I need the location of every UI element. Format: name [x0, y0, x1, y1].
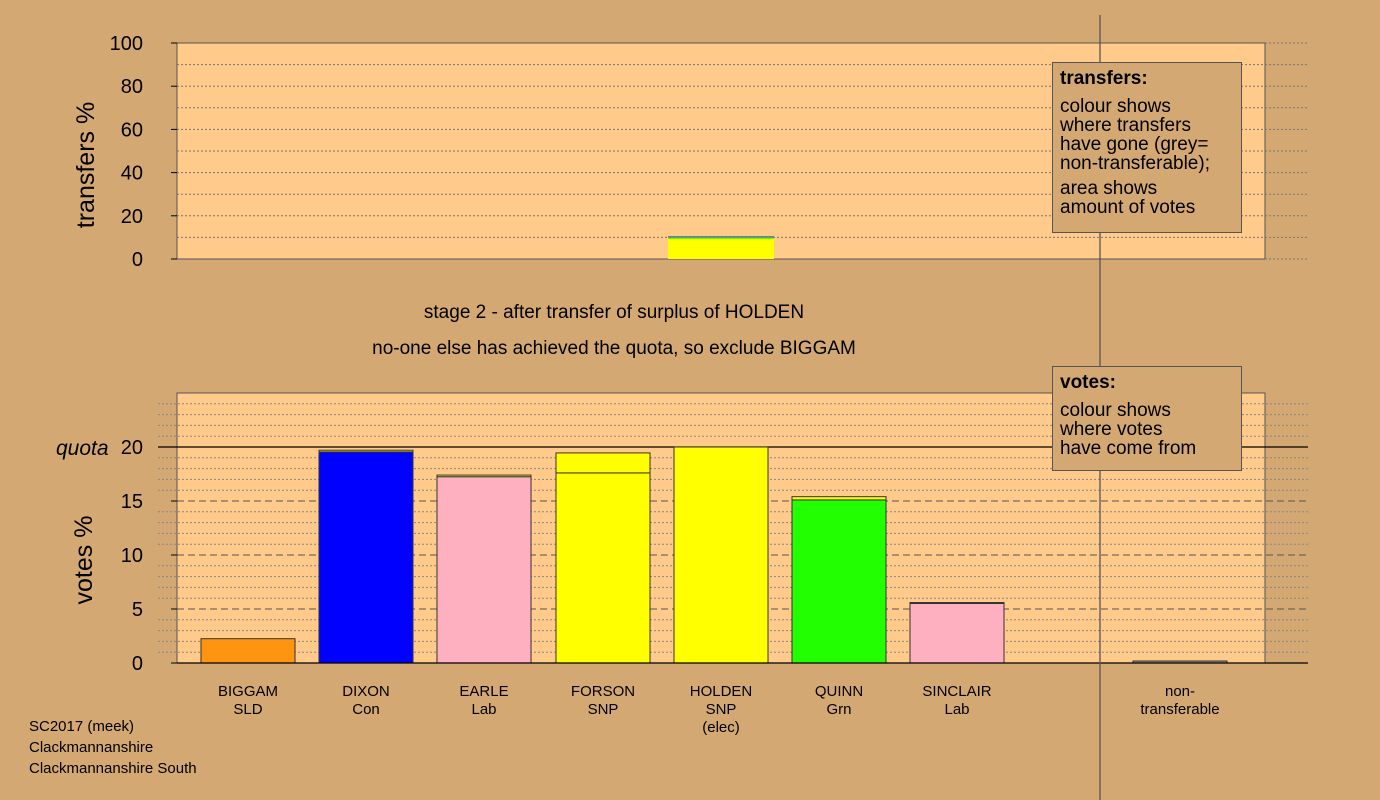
legend-line: non-transferable);: [1060, 153, 1210, 174]
transfer-segment: [668, 237, 774, 239]
transfer-received-segment: [436, 474, 532, 478]
vote-bar: [555, 472, 651, 664]
legend-transfers-text: colour shows where transfers have gone (…: [1060, 97, 1234, 173]
vote-bar: [909, 602, 1005, 664]
transfers-axis-label: transfers %: [72, 102, 100, 228]
candidate-label: SNP: [588, 701, 619, 718]
legend-line: where transfers: [1060, 115, 1191, 136]
candidate-label: non-: [1165, 683, 1195, 700]
legend-transfers-title: transfers:: [1060, 68, 1148, 89]
footer-council: Clackmannanshire: [29, 739, 154, 756]
votes-tick-label: 20: [121, 437, 143, 459]
transfer-segment: [668, 238, 774, 259]
votes-tick-label: 0: [132, 653, 143, 675]
legend-line: amount of votes: [1060, 197, 1196, 218]
candidate-label: SNP: [706, 701, 737, 718]
footer-election: SC2017 (meek): [29, 718, 135, 735]
vote-bar: [200, 638, 296, 664]
footer-ward: Clackmannanshire South: [29, 760, 197, 777]
transfers-tick-label: 40: [121, 163, 143, 185]
vote-bar: [791, 499, 887, 664]
candidate-label: SLD: [233, 701, 262, 718]
transfer-segment: [668, 236, 774, 238]
candidate-label: QUINN: [815, 683, 863, 700]
candidate-label: SINCLAIR: [922, 683, 991, 700]
candidate-label: (elec): [702, 719, 740, 736]
vote-bar: [673, 446, 769, 664]
candidate-label: BIGGAM: [218, 683, 278, 700]
legend-votes-title: votes:: [1060, 372, 1116, 393]
votes-tick-label: 15: [121, 491, 143, 513]
candidate-label: HOLDEN: [690, 683, 753, 700]
legend-line: have gone (grey=: [1060, 134, 1209, 155]
candidate-label: Grn: [826, 701, 851, 718]
legend-votes: votes: colour shows where votes have com…: [1052, 366, 1242, 471]
transfers-tick-label: 0: [132, 249, 143, 271]
vote-bar: [318, 451, 414, 664]
transfers-tick-label: 60: [121, 119, 143, 141]
legend-line: area shows: [1060, 178, 1158, 199]
transfers-tick-label: 80: [121, 76, 143, 98]
legend-transfers: transfers: colour shows where transfers …: [1052, 62, 1242, 233]
transfer-received-segment: [318, 449, 414, 453]
footer: SC2017 (meek) Clackmannanshire Clackmann…: [29, 716, 197, 779]
legend-line: colour shows: [1060, 400, 1171, 421]
legend-line: have come from: [1060, 438, 1197, 459]
candidate-label: EARLE: [459, 683, 508, 700]
legend-transfers-area-text: area shows amount of votes: [1060, 179, 1234, 217]
transfers-tick-label: 100: [110, 33, 143, 55]
candidate-label: FORSON: [571, 683, 635, 700]
votes-tick-label: 5: [132, 599, 143, 621]
legend-votes-text: colour shows where votes have come from: [1060, 401, 1234, 458]
candidate-label: transferable: [1140, 701, 1219, 718]
transfer-received-segment: [555, 452, 651, 474]
candidate-label: DIXON: [342, 683, 390, 700]
legend-line: colour shows: [1060, 96, 1171, 117]
votes-tick-label: 10: [121, 545, 143, 567]
transfer-received-segment: [791, 496, 887, 501]
legend-line: where votes: [1060, 419, 1163, 440]
candidate-label: Lab: [944, 701, 969, 718]
candidate-label: Con: [352, 701, 380, 718]
vote-bar: [436, 476, 532, 664]
candidate-label: Lab: [471, 701, 496, 718]
stage-line-2: no-one else has achieved the quota, so e…: [372, 338, 856, 359]
quota-label: quota: [56, 437, 109, 460]
votes-axis-label: votes %: [70, 516, 98, 605]
transfers-tick-label: 20: [121, 206, 143, 228]
transfer-received-segment: [909, 602, 1005, 605]
stage-line-1: stage 2 - after transfer of surplus of H…: [424, 302, 804, 323]
